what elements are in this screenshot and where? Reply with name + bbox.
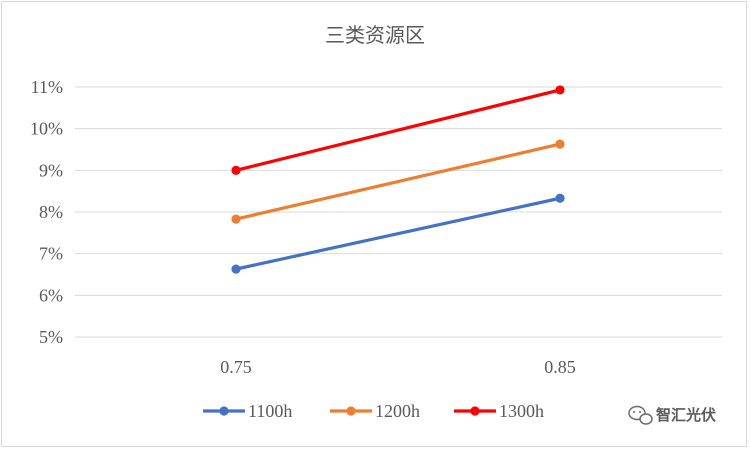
legend: 1100h 1200h 1300h bbox=[203, 401, 544, 421]
legend-marker bbox=[470, 406, 480, 416]
y-tick-label: 5% bbox=[39, 327, 63, 347]
data-point bbox=[555, 193, 565, 203]
chart-title: 三类资源区 bbox=[325, 23, 425, 47]
grid-lines bbox=[75, 86, 722, 338]
legend-label: 1300h bbox=[499, 401, 544, 421]
series-1300h bbox=[231, 85, 565, 175]
data-point bbox=[555, 139, 565, 149]
legend-marker bbox=[219, 406, 229, 416]
series-line bbox=[234, 196, 562, 271]
legend-item: 1200h bbox=[330, 401, 420, 421]
data-point bbox=[231, 214, 241, 224]
series-line bbox=[234, 142, 562, 221]
y-tick-label: 9% bbox=[39, 160, 63, 180]
series-line bbox=[234, 88, 562, 172]
watermark: 智汇光伏 bbox=[628, 405, 716, 425]
x-axis-ticks: 0.75 0.85 bbox=[220, 357, 576, 377]
y-axis-ticks: 5% 6% 7% 8% 9% 10% 11% bbox=[30, 77, 63, 347]
series-1100h bbox=[231, 193, 565, 274]
data-point bbox=[231, 165, 241, 175]
y-tick-label: 8% bbox=[39, 202, 63, 222]
legend-item: 1300h bbox=[454, 401, 544, 421]
series-1200h bbox=[231, 139, 565, 224]
legend-label: 1200h bbox=[375, 401, 420, 421]
y-tick-label: 11% bbox=[31, 77, 63, 97]
x-tick-label: 0.75 bbox=[220, 357, 252, 377]
legend-item: 1100h bbox=[203, 401, 292, 421]
data-point bbox=[231, 264, 241, 274]
legend-label: 1100h bbox=[248, 401, 292, 421]
y-tick-label: 7% bbox=[39, 244, 63, 264]
data-point bbox=[555, 85, 565, 95]
wechat-icon bbox=[628, 405, 653, 425]
series-group bbox=[231, 85, 565, 274]
legend-marker bbox=[346, 406, 356, 416]
y-tick-label: 6% bbox=[39, 285, 63, 305]
x-tick-label: 0.85 bbox=[544, 357, 576, 377]
y-tick-label: 10% bbox=[30, 119, 63, 139]
watermark-text: 智汇光伏 bbox=[656, 406, 716, 424]
